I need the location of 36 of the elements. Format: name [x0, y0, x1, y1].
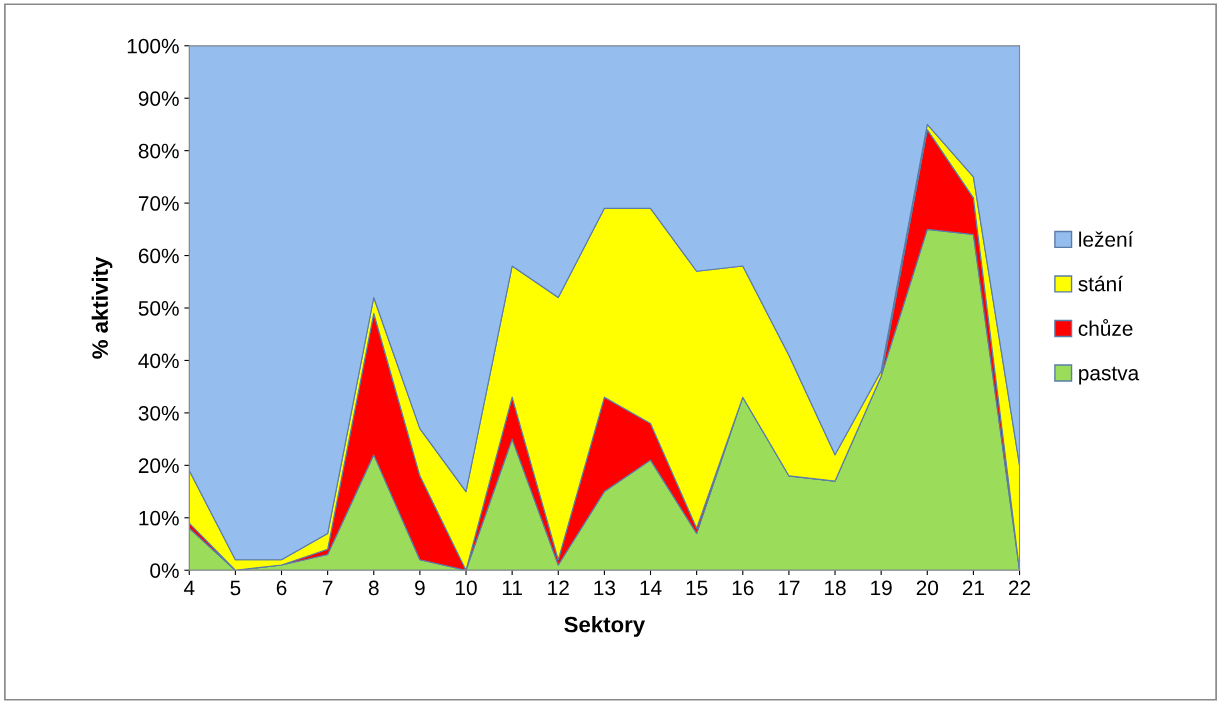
y-tick-label: 10% — [139, 510, 179, 526]
x-tick-label: 13 — [594, 580, 616, 596]
x-tick-label: 6 — [276, 580, 287, 596]
y-tick-label: 0% — [150, 563, 179, 578]
y-tick-label: 50% — [138, 301, 179, 316]
y-tick-label: 70% — [138, 196, 179, 211]
legend-label: stání — [1078, 275, 1123, 292]
y-tick-label: 30% — [138, 405, 179, 421]
x-tick-label: 14 — [640, 580, 662, 596]
x-tick-label: 15 — [686, 580, 708, 596]
legend-label: pastva — [1079, 366, 1140, 385]
y-tick-label: 90% — [138, 91, 179, 106]
x-tick-label: 10 — [456, 580, 477, 596]
x-tick-label: 11 — [502, 580, 522, 596]
legend-label: ležení — [1079, 231, 1134, 247]
x-tick-label: 8 — [368, 580, 379, 596]
x-tick-label: 17 — [778, 580, 800, 596]
x-tick-label: 22 — [1009, 580, 1031, 596]
x-tick-label: 20 — [916, 580, 939, 596]
y-tick-label: 80% — [138, 143, 179, 159]
y-tick-label: 20% — [138, 458, 179, 474]
legend-label: chůze — [1078, 318, 1133, 336]
x-tick-label: 12 — [548, 580, 569, 596]
x-tick-label: 16 — [732, 580, 754, 596]
y-tick-label: 60% — [138, 248, 179, 264]
x-tick-label: 19 — [871, 580, 892, 596]
x-tick-label: 4 — [183, 580, 195, 596]
x-axis-title: Sektory — [564, 616, 646, 637]
x-tick-label: 21 — [962, 580, 984, 596]
y-tick-label: 40% — [138, 353, 179, 369]
x-tick-label: 18 — [825, 580, 846, 596]
y-tick-label: 100% — [127, 38, 179, 54]
x-tick-label: 7 — [322, 580, 333, 596]
x-tick-label: 9 — [415, 580, 425, 596]
y-axis-title: % aktivity — [91, 256, 113, 359]
x-tick-label: 5 — [230, 580, 241, 596]
